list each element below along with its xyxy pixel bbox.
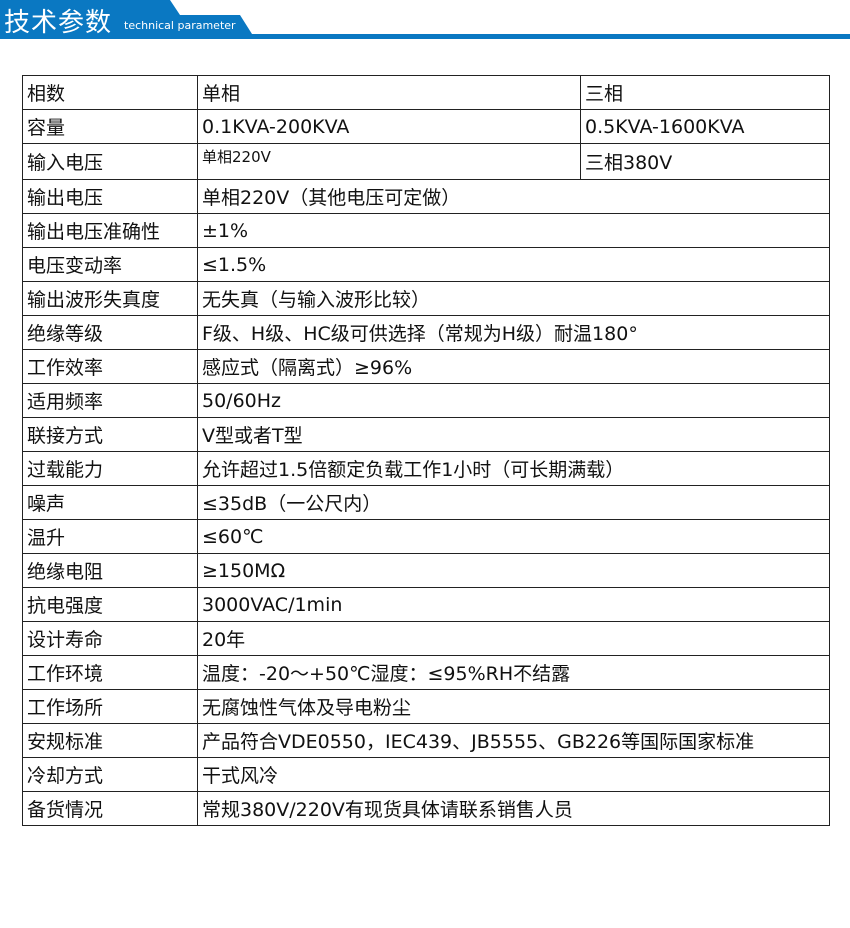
single-phase-value: 单相220V — [202, 148, 271, 166]
row-value: 20年 — [197, 621, 830, 656]
row-value: 无腐蚀性气体及导电粉尘 — [197, 689, 830, 724]
row-label: 温升 — [22, 519, 198, 554]
row-label: 相数 — [22, 75, 198, 110]
table-row: 工作效率 感应式（隔离式）≥96% — [22, 349, 830, 384]
table-row: 相数 单相 三相 — [22, 75, 830, 110]
row-label: 输出波形失真度 — [22, 281, 198, 316]
row-value: ±1% — [197, 213, 830, 248]
spec-table: 相数 单相 三相 容量 0.1KVA-200KVA 0.5KVA-1600KVA… — [22, 75, 830, 826]
row-value: ≥150MΩ — [197, 553, 830, 588]
table-row: 冷却方式 干式风冷 — [22, 757, 830, 792]
row-label: 电压变动率 — [22, 247, 198, 282]
table-row: 输出电压准确性 ±1% — [22, 213, 830, 248]
row-value: 无失真（与输入波形比较） — [197, 281, 830, 316]
single-phase-cell: 单相 — [197, 75, 581, 110]
table-row: 抗电强度 3000VAC/1min — [22, 587, 830, 622]
row-value: 干式风冷 — [197, 757, 830, 792]
row-value: 3000VAC/1min — [197, 587, 830, 622]
row-label: 输出电压准确性 — [22, 213, 198, 248]
table-row: 噪声 ≤35dB（一公尺内） — [22, 485, 830, 520]
table-row: 工作场所 无腐蚀性气体及导电粉尘 — [22, 689, 830, 724]
row-value: 温度：-20～+50℃湿度：≤95%RH不结露 — [197, 655, 830, 690]
row-label: 联接方式 — [22, 417, 198, 452]
table-row: 联接方式 V型或者T型 — [22, 417, 830, 452]
row-value: 单相220V（其他电压可定做） — [197, 179, 830, 214]
row-value: 允许超过1.5倍额定负载工作1小时（可长期满载） — [197, 451, 830, 486]
header-banner-shape — [0, 0, 850, 39]
section-subtitle: technical parameter — [124, 19, 236, 32]
row-label: 输出电压 — [22, 179, 198, 214]
table-row: 安规标准 产品符合VDE0550，IEC439、JB5555、GB226等国际国家… — [22, 723, 830, 758]
row-label: 冷却方式 — [22, 757, 198, 792]
row-value: 50/60Hz — [197, 383, 830, 418]
section-header: 技术参数 technical parameter — [0, 0, 850, 40]
row-label: 设计寿命 — [22, 621, 198, 656]
single-phase-cell: 单相220V — [197, 143, 581, 180]
row-label: 容量 — [22, 109, 198, 144]
table-row: 电压变动率 ≤1.5% — [22, 247, 830, 282]
table-row: 绝缘电阻 ≥150MΩ — [22, 553, 830, 588]
row-value: ≤1.5% — [197, 247, 830, 282]
row-label: 工作效率 — [22, 349, 198, 384]
row-label: 适用频率 — [22, 383, 198, 418]
table-row: 过载能力 允许超过1.5倍额定负载工作1小时（可长期满载） — [22, 451, 830, 486]
row-value: F级、H级、HC级可供选择（常规为H级）耐温180° — [197, 315, 830, 350]
table-row: 绝缘等级 F级、H级、HC级可供选择（常规为H级）耐温180° — [22, 315, 830, 350]
table-row: 设计寿命 20年 — [22, 621, 830, 656]
row-value: 产品符合VDE0550，IEC439、JB5555、GB226等国际国家标准 — [197, 723, 830, 758]
row-value: ≤35dB（一公尺内） — [197, 485, 830, 520]
table-row: 工作环境 温度：-20～+50℃湿度：≤95%RH不结露 — [22, 655, 830, 690]
row-label: 绝缘等级 — [22, 315, 198, 350]
table-row: 温升 ≤60℃ — [22, 519, 830, 554]
table-row: 备货情况 常规380V/220V有现货具体请联系销售人员 — [22, 791, 830, 826]
row-label: 抗电强度 — [22, 587, 198, 622]
row-value: 感应式（隔离式）≥96% — [197, 349, 830, 384]
row-label: 噪声 — [22, 485, 198, 520]
three-phase-cell: 三相 — [580, 75, 830, 110]
section-title: 技术参数 — [4, 8, 113, 38]
single-phase-cell: 0.1KVA-200KVA — [197, 109, 581, 144]
row-label: 备货情况 — [22, 791, 198, 826]
row-label: 工作场所 — [22, 689, 198, 724]
table-row: 容量 0.1KVA-200KVA 0.5KVA-1600KVA — [22, 109, 830, 144]
table-row: 输出波形失真度 无失真（与输入波形比较） — [22, 281, 830, 316]
row-value: V型或者T型 — [197, 417, 830, 452]
table-row: 输出电压 单相220V（其他电压可定做） — [22, 179, 830, 214]
cell-comment-marker — [198, 144, 200, 148]
row-label: 绝缘电阻 — [22, 553, 198, 588]
three-phase-cell: 0.5KVA-1600KVA — [580, 109, 830, 144]
row-label: 过载能力 — [22, 451, 198, 486]
table-row: 输入电压 单相220V 三相380V — [22, 143, 830, 180]
row-value: ≤60℃ — [197, 519, 830, 554]
table-row: 适用频率 50/60Hz — [22, 383, 830, 418]
three-phase-cell: 三相380V — [580, 143, 830, 180]
row-label: 输入电压 — [22, 143, 198, 180]
row-label: 工作环境 — [22, 655, 198, 690]
row-value: 常规380V/220V有现货具体请联系销售人员 — [197, 791, 830, 826]
row-label: 安规标准 — [22, 723, 198, 758]
